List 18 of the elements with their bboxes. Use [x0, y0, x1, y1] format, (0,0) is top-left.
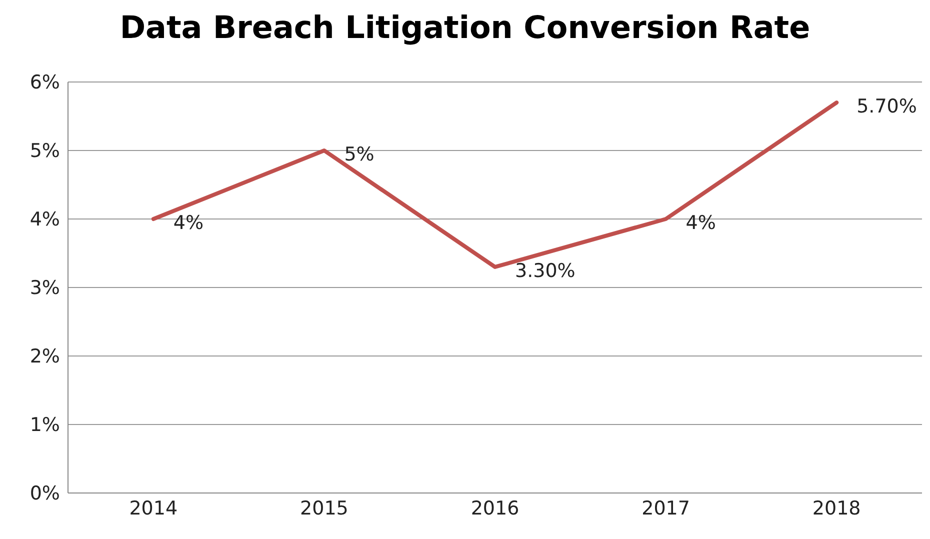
data-label: 4% [173, 212, 204, 234]
y-tick-label: 3% [30, 277, 60, 300]
chart-title: Data Breach Litigation Conversion Rate [118, 10, 812, 46]
y-tick-label: 4% [30, 208, 60, 231]
x-tick-label: 2016 [470, 497, 520, 520]
y-tick-label: 5% [30, 140, 60, 162]
y-tick-label: 1% [30, 414, 60, 436]
y-tick-label: 6% [30, 72, 60, 94]
x-tick-label: 2018 [812, 497, 861, 520]
data-label: 5.70% [856, 96, 917, 118]
data-label: 5% [344, 144, 374, 166]
y-tick-label: 2% [30, 346, 60, 368]
x-tick-label: 2017 [642, 497, 690, 520]
x-tick-label: 2015 [300, 497, 348, 520]
y-tick-label: 0% [30, 482, 60, 505]
data-label: 3.30% [515, 260, 576, 282]
x-tick-label: 2014 [129, 497, 178, 520]
data-label: 4% [686, 212, 716, 234]
